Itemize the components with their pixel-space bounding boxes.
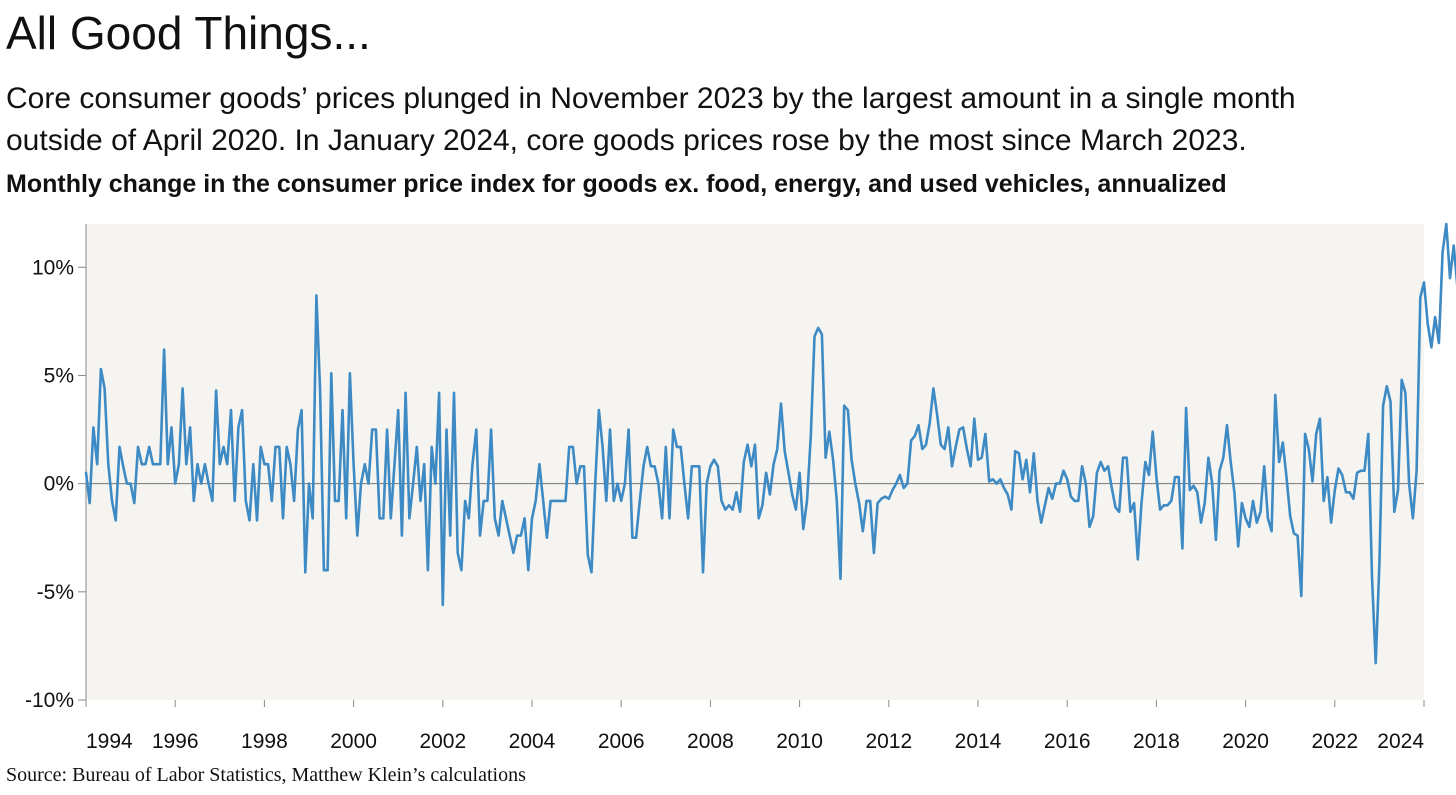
y-tick-label: -10% — [25, 689, 74, 712]
x-tick-label: 2000 — [330, 730, 377, 753]
x-tick-label: 2008 — [687, 730, 734, 753]
x-tick-label: 2020 — [1222, 730, 1269, 753]
subtitle-line-2: outside of April 2020. In January 2024, … — [6, 124, 1247, 157]
x-tick-label: 2022 — [1311, 730, 1358, 753]
y-tick-label: 10% — [32, 256, 74, 279]
x-tick-label: 2012 — [865, 730, 912, 753]
chart-title: All Good Things... — [6, 7, 371, 59]
x-tick-label: 2002 — [419, 730, 466, 753]
y-tick-label: 0% — [44, 473, 74, 496]
y-axis-ticks: 10% 5% 0% -5% -10% — [25, 256, 86, 712]
x-tick-label: 1996 — [152, 730, 199, 753]
x-tick-label: 2014 — [955, 730, 1002, 753]
y-tick-label: -5% — [37, 581, 74, 604]
series-line — [84, 222, 1456, 665]
x-tick-label: 1994 — [86, 730, 133, 753]
x-tick-label: 2024 — [1377, 730, 1424, 753]
chart-subtitle: Core consumer goods’ prices plunged in N… — [6, 78, 1446, 162]
x-tick-label: 2004 — [509, 730, 556, 753]
x-tick-label: 2018 — [1133, 730, 1180, 753]
x-tick-label: 2006 — [598, 730, 645, 753]
chart-description: Monthly change in the consumer price ind… — [6, 170, 1227, 198]
x-tick-label: 1998 — [241, 730, 288, 753]
y-tick-label: 5% — [44, 364, 74, 387]
subtitle-line-1: Core consumer goods’ prices plunged in N… — [6, 82, 1296, 115]
source-note: Source: Bureau of Labor Statistics, Matt… — [6, 764, 526, 786]
x-tick-label: 2016 — [1044, 730, 1091, 753]
x-axis-ticks: 1994 1996 1998 2000 2002 2004 2006 2008 2010 2012… — [85, 700, 1425, 753]
x-tick-label: 2010 — [776, 730, 823, 753]
